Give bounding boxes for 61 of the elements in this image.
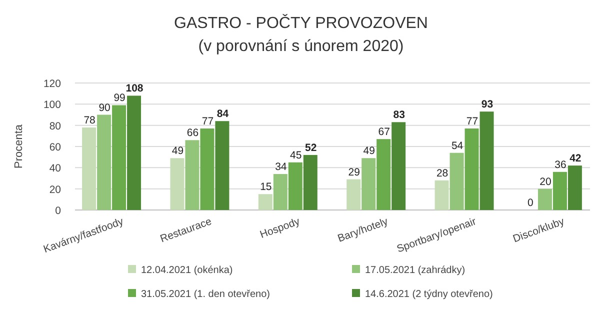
bar xyxy=(538,188,552,210)
bar xyxy=(112,105,126,210)
legend-label: 12.04.2021 (okénka) xyxy=(141,265,233,276)
bar xyxy=(480,112,494,210)
data-label: 0 xyxy=(528,197,534,209)
y-tick-label: 20 xyxy=(49,184,62,196)
data-label: 52 xyxy=(305,142,317,154)
bar xyxy=(552,172,567,210)
data-label: 77 xyxy=(202,116,214,128)
bar xyxy=(450,152,464,210)
bar xyxy=(303,154,318,210)
bar xyxy=(170,158,184,210)
bar xyxy=(362,158,376,210)
chart-subtitle: (v porovnání s únorem 2020) xyxy=(198,38,404,55)
y-tick-label: 120 xyxy=(43,78,62,90)
data-label: 45 xyxy=(290,149,302,162)
legend-label: 14.6.2021 (2 týdny otevřeno) xyxy=(365,289,493,300)
bar xyxy=(392,122,406,210)
data-label: 67 xyxy=(378,126,390,138)
data-label: 93 xyxy=(481,98,494,111)
data-label: 36 xyxy=(554,158,566,171)
data-label: 28 xyxy=(436,167,448,180)
data-label: 49 xyxy=(172,145,184,158)
data-label: 15 xyxy=(260,181,272,194)
bar xyxy=(215,121,230,210)
data-label: 66 xyxy=(186,127,199,140)
chart-title: GASTRO - POČTY PROVOZOVEN xyxy=(174,14,428,32)
bar xyxy=(568,166,582,210)
y-tick-label: 60 xyxy=(49,142,62,154)
data-label: 108 xyxy=(126,82,144,95)
data-label: 42 xyxy=(570,152,582,165)
legend-label: 17.05.2021 (zahrádky) xyxy=(365,265,466,276)
bar xyxy=(97,114,112,210)
bar xyxy=(200,128,214,210)
data-label: 78 xyxy=(84,114,96,126)
data-label: 84 xyxy=(216,108,229,120)
bar xyxy=(82,127,96,210)
data-label: 83 xyxy=(393,109,406,122)
bar xyxy=(376,139,391,210)
data-label: 34 xyxy=(275,161,287,174)
data-label: 29 xyxy=(348,166,360,178)
bar xyxy=(464,128,479,210)
bar xyxy=(127,96,142,210)
bar xyxy=(185,140,200,210)
bar xyxy=(258,194,272,210)
data-label: 54 xyxy=(451,140,464,152)
data-label: 49 xyxy=(363,145,376,158)
bar xyxy=(434,180,449,210)
legend-label: 31.05.2021 (1. den otevřeno) xyxy=(141,289,270,300)
y-tick-label: 100 xyxy=(43,99,62,112)
data-label: 99 xyxy=(114,92,126,104)
y-tick-label: 80 xyxy=(49,120,62,132)
data-label: 77 xyxy=(466,116,478,128)
y-tick-label: 40 xyxy=(49,162,62,175)
bar xyxy=(273,174,288,210)
y-axis-title: Procenta xyxy=(13,124,25,169)
bar xyxy=(288,162,302,210)
y-tick-label: 0 xyxy=(55,205,62,217)
data-label: 20 xyxy=(540,176,552,188)
bar xyxy=(346,179,361,210)
data-label: 90 xyxy=(98,102,111,114)
